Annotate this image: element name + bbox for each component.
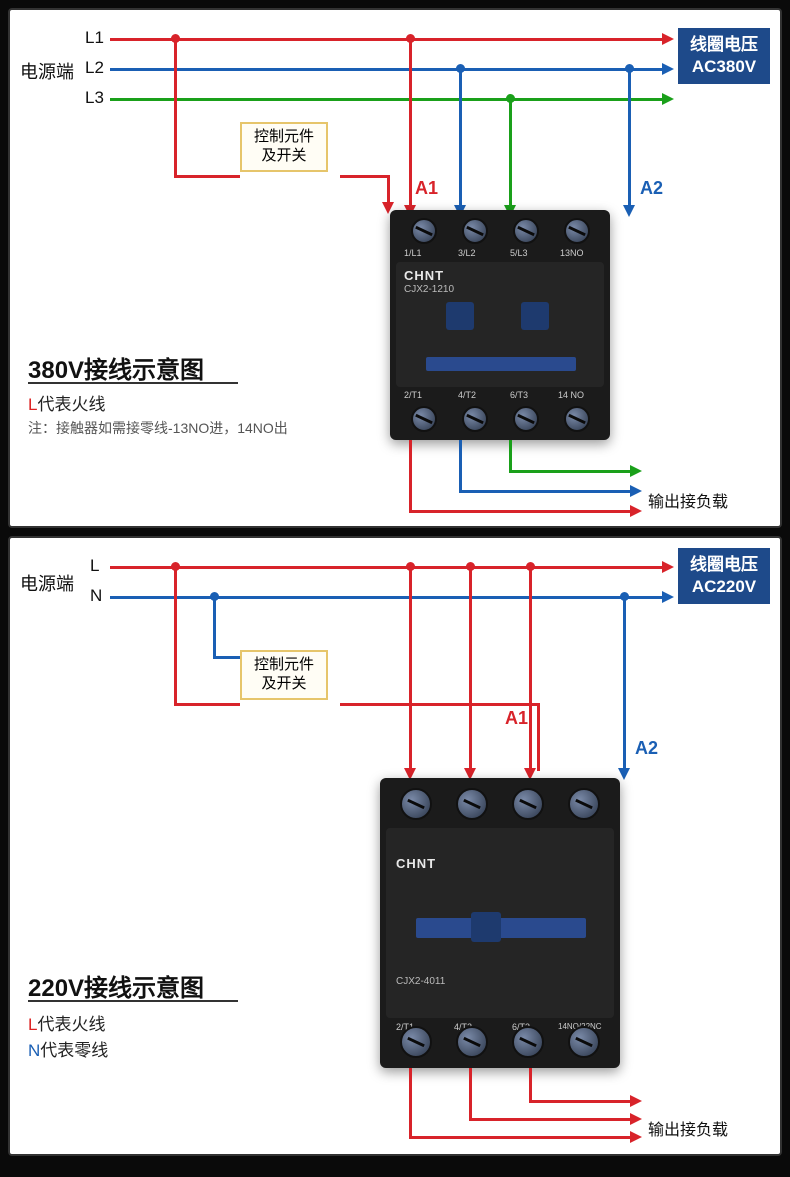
terminal-6t3 [512, 1026, 544, 1058]
panel-380v: L1 L2 L3 电源端 线圈电压 AC380V 控制元件 及开关 A1 A2 [8, 8, 782, 528]
wire-l2 [110, 68, 665, 71]
terminal-1l1 [400, 788, 432, 820]
output-label-220: 输出接负载 [648, 1116, 728, 1140]
terminal-14no [564, 406, 590, 432]
label-a1-380: A1 [415, 178, 438, 199]
terminal-13no21nc [568, 788, 600, 820]
terminal-2t1 [400, 1026, 432, 1058]
terminal-4t2 [456, 1026, 488, 1058]
terminal-3l2 [456, 788, 488, 820]
coil-badge-220: 线圈电压 AC220V [678, 548, 770, 604]
terminal-5l3 [512, 788, 544, 820]
subtitle-220-n: N代表零线 [28, 1036, 108, 1061]
wire-l [110, 566, 665, 569]
wire-l1 [110, 38, 665, 41]
terminal-14no22nc [568, 1026, 600, 1058]
subtitle-380: L代表火线 [28, 390, 105, 415]
note-380: 注：接触器如需接零线-13NO进，14NO出 [28, 418, 288, 438]
label-a2-380: A2 [640, 178, 663, 199]
title-220: 220V接线示意图 [28, 968, 204, 1003]
label-l1: L1 [85, 28, 104, 48]
coil-badge-380: 线圈电压 AC380V [678, 28, 770, 84]
terminal-2t1 [411, 406, 437, 432]
control-box-220: 控制元件 及开关 [240, 650, 328, 700]
power-label-380: 电源端 [20, 58, 74, 84]
label-n: N [90, 586, 102, 606]
power-label-220: 电源端 [20, 570, 74, 596]
output-label-380: 输出接负载 [648, 488, 728, 512]
wire-n [110, 596, 665, 599]
terminal-4t2 [462, 406, 488, 432]
terminal-1l1 [411, 218, 437, 244]
terminal-3l2 [462, 218, 488, 244]
label-l3: L3 [85, 88, 104, 108]
control-box-380: 控制元件 及开关 [240, 122, 328, 172]
contactor-380: 1/L1 3/L2 5/L3 13NO CHNT CJX2-1210 2/T1 … [390, 210, 610, 440]
label-a2-220: A2 [635, 738, 658, 759]
terminal-6t3 [513, 406, 539, 432]
label-l: L [90, 556, 99, 576]
label-l2: L2 [85, 58, 104, 78]
terminal-13no [564, 218, 590, 244]
panel-220v: L N 电源端 线圈电压 AC220V 控制元件 及开关 A1 A2 [8, 536, 782, 1156]
terminal-5l3 [513, 218, 539, 244]
contactor-220: 1/L1 3/L2 5/L3 13NO/21NC CHNT CJX2-4011 … [380, 778, 620, 1068]
subtitle-220-l: L代表火线 [28, 1010, 105, 1035]
wire-l3 [110, 98, 665, 101]
title-380: 380V接线示意图 [28, 350, 204, 385]
label-a1-220: A1 [505, 708, 528, 729]
